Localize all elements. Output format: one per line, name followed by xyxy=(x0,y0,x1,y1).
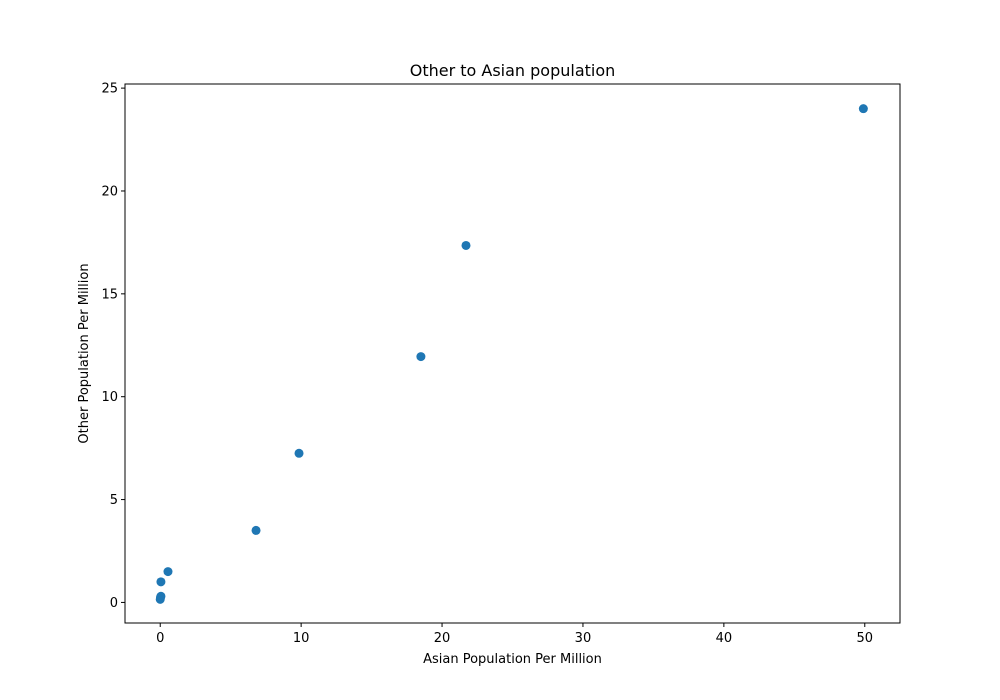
x-tick-label: 0 xyxy=(156,631,164,646)
data-point xyxy=(156,591,166,601)
y-tick-label: 25 xyxy=(101,82,118,97)
x-tick-label: 30 xyxy=(575,631,592,646)
data-point xyxy=(251,525,261,535)
y-axis: 0 5 10 15 20 25 xyxy=(101,82,125,611)
data-point xyxy=(858,104,868,114)
y-tick-label: 10 xyxy=(101,390,118,405)
y-tick-label: 15 xyxy=(101,287,118,302)
data-point xyxy=(163,567,173,577)
x-tick-label: 20 xyxy=(434,631,451,646)
x-tick-label: 40 xyxy=(716,631,733,646)
y-tick-label: 0 xyxy=(110,596,118,611)
x-tick-label: 10 xyxy=(293,631,310,646)
x-axis-label: Asian Population Per Million xyxy=(423,652,602,667)
y-axis-label: Other Population Per Million xyxy=(77,263,92,443)
y-tick-label: 5 xyxy=(110,493,118,508)
scatter-series xyxy=(155,104,868,604)
y-tick-label: 20 xyxy=(101,184,118,199)
chart-title: Other to Asian population xyxy=(410,61,616,80)
data-point xyxy=(294,448,304,458)
data-point xyxy=(461,240,471,250)
data-point xyxy=(156,577,166,587)
x-axis: 0 10 20 30 40 50 xyxy=(156,623,873,646)
plot-frame xyxy=(124,83,901,624)
data-point xyxy=(416,352,426,362)
x-tick-label: 50 xyxy=(856,631,873,646)
